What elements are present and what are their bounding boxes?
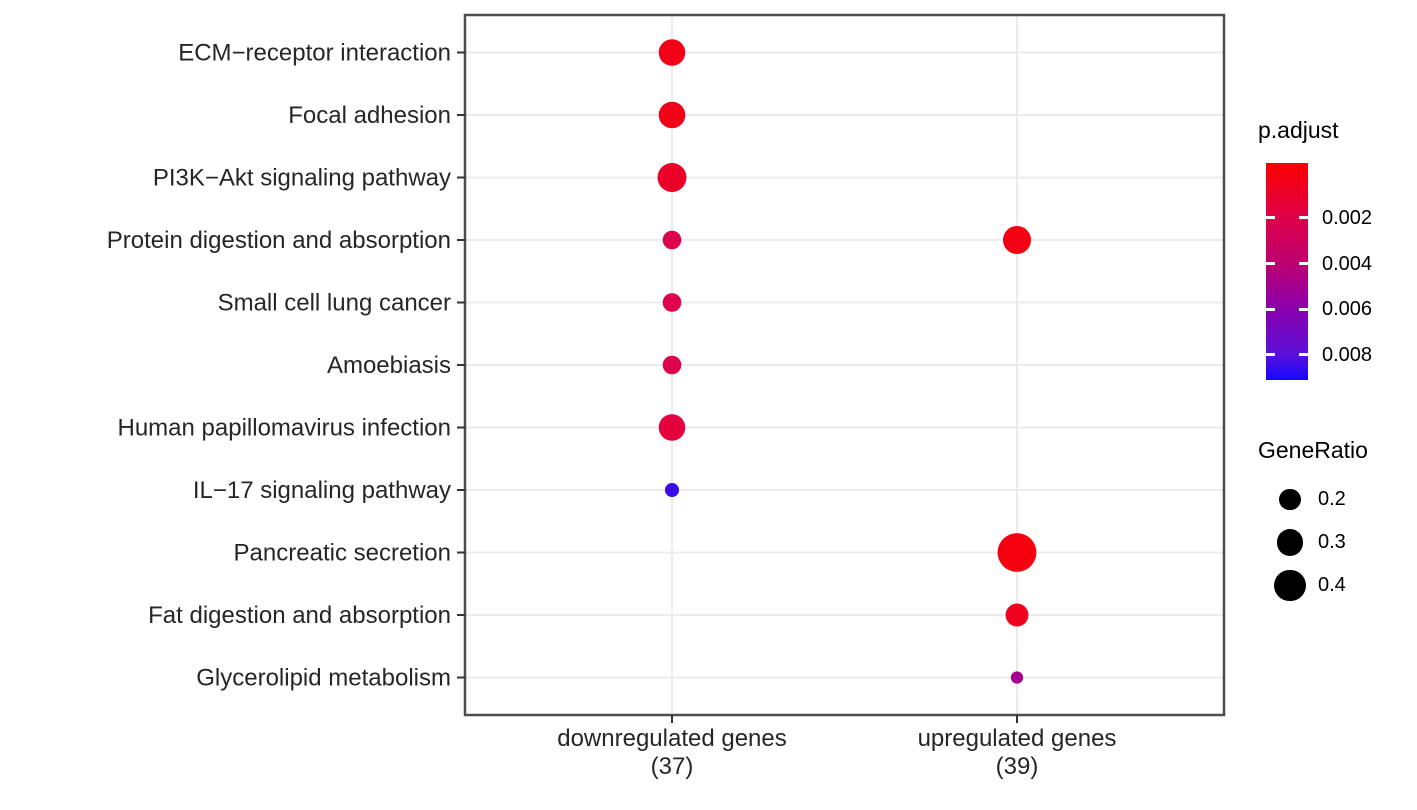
x-tick-count-label: (39) — [996, 753, 1039, 780]
colorbar-tick-mark — [1299, 353, 1308, 357]
colorbar-tick-mark — [1266, 353, 1275, 357]
colorbar-tick-mark — [1266, 216, 1275, 220]
y-tick-label: Human papillomavirus infection — [118, 415, 452, 442]
size-legend-dot-cell — [1262, 529, 1318, 556]
colorbar-tick-label: 0.006 — [1322, 298, 1373, 321]
colorbar-tick-mark — [1299, 216, 1308, 220]
size-legend-entry: 0.3 — [1262, 521, 1412, 564]
y-tick-label: Focal adhesion — [288, 102, 451, 129]
y-tick-label: Small cell lung cancer — [218, 290, 451, 317]
size-legend-entry: 0.4 — [1262, 564, 1412, 607]
colorbar-tick-label: 0.002 — [1322, 206, 1373, 229]
size-legend-label: 0.3 — [1318, 531, 1346, 553]
data-dot — [664, 482, 680, 498]
size-legend-dot — [1276, 529, 1304, 556]
data-dot — [662, 230, 682, 250]
y-tick-label: IL−17 signaling pathway — [193, 477, 451, 504]
size-legend-dot — [1274, 569, 1306, 602]
data-dot — [1010, 671, 1024, 684]
padjust-legend-title: p.adjust — [1258, 117, 1339, 143]
generatio-legend-title: GeneRatio — [1258, 437, 1368, 463]
colorbar-tick-label: 0.004 — [1322, 252, 1373, 275]
x-tick-count-label: (37) — [651, 753, 694, 780]
y-tick-label: Glycerolipid metabolism — [196, 665, 451, 692]
size-legend-label: 0.4 — [1318, 574, 1346, 596]
generatio-legend-entries: 0.2 0.3 0.4 — [1262, 478, 1412, 607]
size-legend-dot — [1279, 488, 1301, 511]
y-tick-label: PI3K−Akt signaling pathway — [153, 165, 451, 192]
y-tick-label: Amoebiasis — [327, 352, 451, 379]
size-legend-entry: 0.2 — [1262, 478, 1412, 521]
colorbar-tick-mark — [1299, 262, 1308, 265]
colorbar-tick-mark — [1266, 262, 1275, 265]
y-tick-label: Fat digestion and absorption — [148, 602, 451, 629]
y-tick-label: Pancreatic secretion — [234, 540, 451, 567]
y-tick-label: ECM−receptor interaction — [178, 40, 451, 67]
colorbar-tick-mark — [1266, 307, 1275, 311]
data-dot — [662, 293, 682, 312]
data-dot — [662, 355, 682, 375]
size-legend-dot-cell — [1262, 488, 1318, 511]
plot-panel: ECM−receptor interaction Focal adhesion PI… — [107, 13, 1226, 780]
data-dot — [1005, 603, 1029, 627]
colorbar-tick-mark — [1299, 307, 1308, 311]
size-legend-dot-cell — [1262, 569, 1318, 602]
data-dot — [658, 101, 686, 129]
data-dot — [658, 39, 686, 66]
padjust-colorbar-wrap: 0.002 0.004 0.006 0.008 — [1266, 163, 1406, 380]
size-legend-label: 0.2 — [1318, 488, 1346, 510]
data-dot — [1002, 225, 1032, 255]
x-tick-label: downregulated genes — [557, 725, 787, 752]
colorbar-tick-label: 0.008 — [1322, 343, 1373, 366]
x-tick-label: upregulated genes — [918, 725, 1117, 752]
y-tick-label: Protein digestion and absorption — [107, 227, 451, 254]
padjust-colorbar-gradient — [1266, 163, 1308, 380]
data-dot — [658, 414, 686, 441]
data-dot — [997, 533, 1037, 572]
data-dot — [657, 163, 687, 192]
